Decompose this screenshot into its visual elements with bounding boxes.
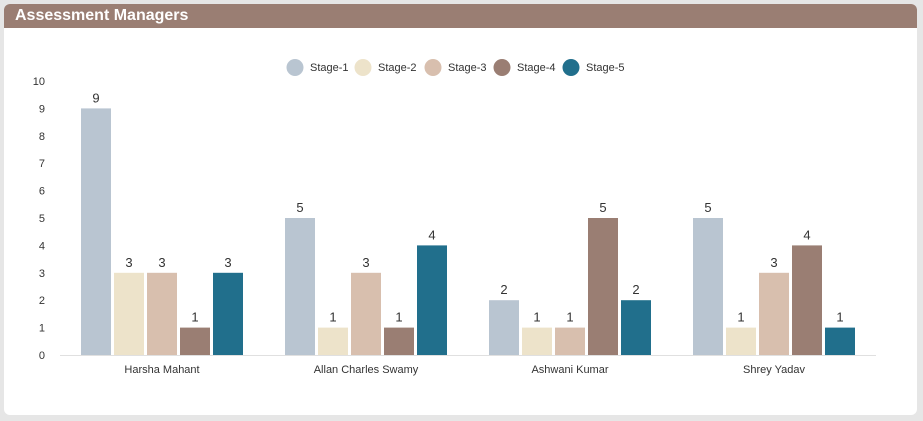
legend-label[interactable]: Stage-3 — [448, 62, 487, 74]
y-tick-label: 8 — [39, 131, 45, 143]
bar-stage-1[interactable] — [285, 218, 315, 355]
data-label: 1 — [329, 310, 336, 325]
y-tick-label: 0 — [39, 350, 45, 362]
data-label: 3 — [224, 255, 231, 270]
bar-stage-1[interactable] — [693, 218, 723, 355]
data-label: 4 — [803, 227, 810, 242]
data-label: 1 — [836, 310, 843, 325]
legend-label[interactable]: Stage-1 — [310, 62, 349, 74]
legend-marker[interactable] — [424, 59, 442, 76]
category-label: Ashwani Kumar — [531, 364, 608, 376]
y-tick-label: 5 — [39, 213, 45, 225]
category-label: Harsha Mahant — [124, 364, 199, 376]
data-label: 2 — [632, 282, 639, 297]
bar-stage-2[interactable] — [318, 327, 348, 355]
data-label: 5 — [704, 200, 711, 215]
bar-stage-3[interactable] — [555, 327, 585, 355]
bar-stage-4[interactable] — [180, 327, 210, 355]
bar-stage-3[interactable] — [759, 272, 789, 355]
bar-stage-1[interactable] — [489, 300, 519, 355]
data-label: 1 — [395, 310, 402, 325]
data-label: 4 — [428, 227, 435, 242]
data-label: 9 — [92, 90, 99, 105]
bar-stage-4[interactable] — [588, 218, 618, 355]
bar-stage-4[interactable] — [384, 327, 414, 355]
data-label: 1 — [737, 310, 744, 325]
data-label: 3 — [158, 255, 165, 270]
bar-stage-2[interactable] — [522, 327, 552, 355]
bar-stage-5[interactable] — [825, 327, 855, 355]
y-tick-label: 2 — [39, 295, 45, 307]
legend-marker[interactable] — [493, 59, 511, 76]
data-label: 1 — [533, 310, 540, 325]
category-label: Allan Charles Swamy — [314, 364, 419, 376]
bar-stage-5[interactable] — [213, 272, 243, 355]
bar-stage-4[interactable] — [792, 245, 822, 355]
legend-label[interactable]: Stage-4 — [517, 62, 556, 74]
y-tick-label: 4 — [39, 240, 45, 252]
data-label: 2 — [500, 282, 507, 297]
bar-stage-2[interactable] — [114, 272, 144, 355]
data-label: 3 — [770, 255, 777, 270]
data-label: 5 — [296, 200, 303, 215]
data-label: 3 — [125, 255, 132, 270]
panel-title: Assessment Managers — [4, 4, 917, 28]
bar-stage-3[interactable] — [351, 272, 381, 355]
legend-marker[interactable] — [286, 59, 304, 76]
bar-stage-1[interactable] — [81, 108, 111, 356]
bar-stage-5[interactable] — [417, 245, 447, 355]
legend-marker[interactable] — [354, 59, 372, 76]
y-tick-label: 1 — [39, 323, 45, 335]
data-label: 5 — [599, 200, 606, 215]
bar-stage-3[interactable] — [147, 272, 177, 355]
data-label: 1 — [566, 310, 573, 325]
data-label: 1 — [191, 310, 198, 325]
y-tick-label: 9 — [39, 103, 45, 115]
bar-stage-5[interactable] — [621, 300, 651, 355]
legend-label[interactable]: Stage-2 — [378, 62, 417, 74]
data-label: 3 — [362, 255, 369, 270]
category-label: Shrey Yadav — [743, 364, 805, 376]
legend-marker[interactable] — [562, 59, 580, 76]
y-tick-label: 10 — [33, 76, 45, 88]
y-tick-label: 7 — [39, 158, 45, 170]
legend-label[interactable]: Stage-5 — [586, 62, 625, 74]
bar-stage-2[interactable] — [726, 327, 756, 355]
y-tick-label: 3 — [39, 268, 45, 280]
y-tick-label: 6 — [39, 186, 45, 198]
